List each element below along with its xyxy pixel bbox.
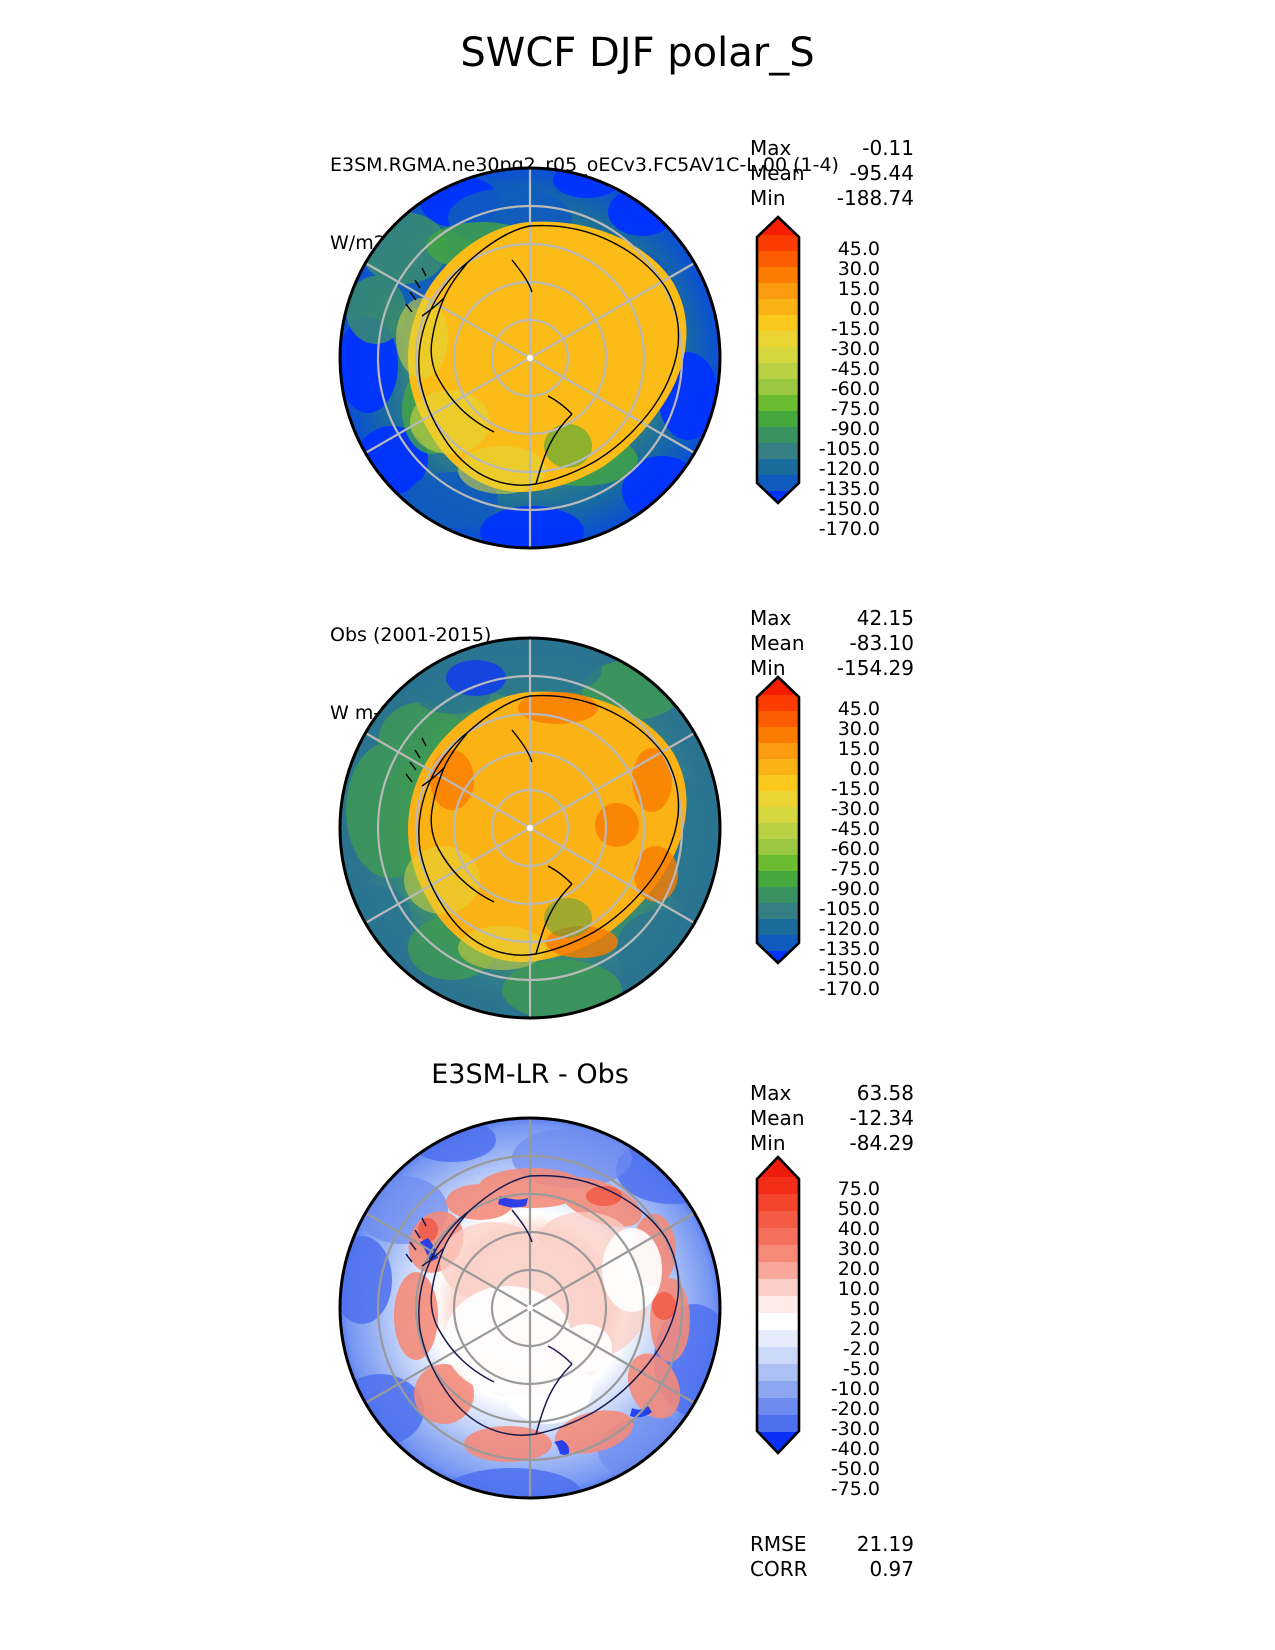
map-outer-border <box>338 636 722 1020</box>
stat-max: Max 42.15 <box>750 606 914 630</box>
map-coastline <box>405 1174 680 1436</box>
polar-map-model <box>332 160 728 556</box>
panel-model-stats: Max -0.11 Mean -95.44 Min -188.74 <box>750 136 914 211</box>
south-pole-marker <box>526 354 534 362</box>
south-pole-marker <box>526 1304 534 1312</box>
stat-rmse: RMSE 21.19 <box>750 1532 914 1556</box>
colorbar-swatches <box>757 217 799 503</box>
colorbar-obs <box>753 675 803 965</box>
colorbar-outline <box>755 1155 801 1455</box>
panel-obs-header-line1: Obs (2001-2015) <box>330 624 492 646</box>
stat-max: Max -0.11 <box>750 136 914 160</box>
map-data-field <box>340 1118 720 1498</box>
colorbar-model <box>753 215 803 505</box>
panel-model-header-line2: W/m2 <box>330 232 386 254</box>
stat-corr: CORR 0.97 <box>750 1557 914 1581</box>
stat-mean: Mean -83.10 <box>750 631 914 655</box>
colorbar-swatches <box>757 677 799 963</box>
colorbar-outline <box>755 675 801 965</box>
panel-obs-stats: Max 42.15 Mean -83.10 Min -154.29 <box>750 606 914 681</box>
colorbar-outline <box>755 215 801 505</box>
polar-map-obs <box>332 630 728 1026</box>
stat-mean: Mean -95.44 <box>750 161 914 185</box>
polar-map-difference <box>332 1110 728 1506</box>
map-coastline <box>405 224 680 486</box>
page-title: SWCF DJF polar_S <box>460 30 815 76</box>
map-coastline <box>405 694 680 956</box>
stat-mean: Mean -12.34 <box>750 1106 914 1130</box>
footer-skill-scores: RMSE 21.19 CORR 0.97 <box>750 1532 914 1582</box>
stat-min: Min -84.29 <box>750 1131 914 1155</box>
colorbar-difference <box>753 1155 803 1455</box>
colorbar-swatches <box>757 1157 799 1453</box>
panel-model-header: E3SM.RGMA.ne30pg2_r05_oECv3.FC5AV1C-L.00… <box>330 100 839 308</box>
stat-min: Min -188.74 <box>750 186 914 210</box>
stat-min: Min -154.29 <box>750 656 914 680</box>
stat-max: Max 63.58 <box>750 1081 914 1105</box>
map-outer-border <box>338 166 722 550</box>
panel-difference-stats: Max 63.58 Mean -12.34 Min -84.29 <box>750 1081 914 1156</box>
panel-model-header-line1: E3SM.RGMA.ne30pg2_r05_oECv3.FC5AV1C-L.00… <box>330 154 839 176</box>
panel-difference-title: E3SM-LR - Obs <box>431 1059 629 1090</box>
map-outer-border <box>338 1116 722 1500</box>
continent-fill <box>408 691 687 962</box>
south-pole-marker <box>526 824 534 832</box>
panel-difference-header: E3SM-LR - Obs <box>330 1060 730 1090</box>
